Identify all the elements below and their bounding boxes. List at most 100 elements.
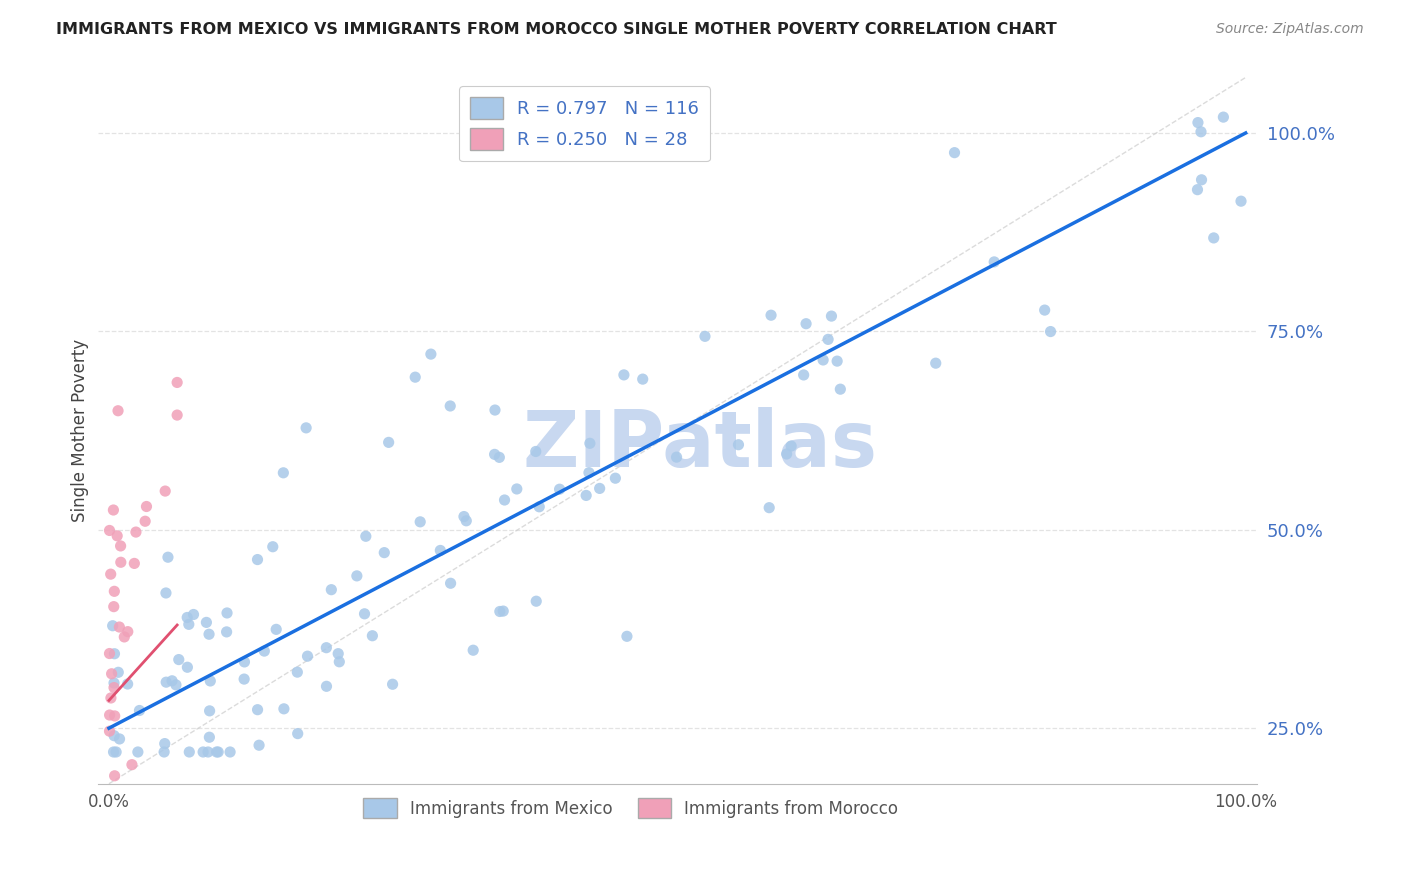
Point — [529, 500, 551, 514]
Point — [165, 678, 187, 692]
Point — [817, 332, 839, 346]
Point — [295, 421, 318, 435]
Point — [361, 629, 384, 643]
Point — [373, 546, 395, 560]
Point — [492, 604, 515, 618]
Point — [794, 317, 817, 331]
Point — [328, 647, 350, 661]
Point — [183, 607, 205, 622]
Point — [198, 627, 221, 641]
Point — [453, 509, 475, 524]
Point — [463, 643, 485, 657]
Point — [160, 673, 183, 688]
Point — [1230, 194, 1253, 209]
Point — [578, 466, 600, 480]
Point — [117, 677, 139, 691]
Point — [253, 644, 276, 658]
Point — [297, 649, 319, 664]
Point — [215, 606, 238, 620]
Point — [103, 647, 125, 661]
Point — [727, 438, 749, 452]
Point — [665, 450, 688, 464]
Point — [631, 372, 654, 386]
Point — [328, 655, 350, 669]
Point — [247, 738, 270, 752]
Point — [321, 582, 343, 597]
Point — [287, 726, 309, 740]
Point — [409, 515, 432, 529]
Point — [103, 729, 125, 743]
Point — [195, 615, 218, 630]
Point — [489, 605, 512, 619]
Point — [524, 444, 547, 458]
Point — [943, 145, 966, 160]
Point — [207, 745, 229, 759]
Point — [1189, 125, 1212, 139]
Point — [246, 552, 269, 566]
Point — [166, 408, 188, 422]
Point — [1187, 115, 1209, 129]
Point — [1191, 173, 1213, 187]
Point — [273, 466, 295, 480]
Point — [103, 503, 125, 517]
Point — [246, 703, 269, 717]
Point — [103, 681, 125, 695]
Point — [811, 353, 834, 368]
Point — [112, 630, 135, 644]
Point — [429, 543, 451, 558]
Point — [215, 624, 238, 639]
Point — [198, 704, 221, 718]
Point — [98, 524, 121, 538]
Point — [315, 679, 337, 693]
Point — [1202, 231, 1225, 245]
Point — [100, 666, 122, 681]
Point — [176, 660, 198, 674]
Point — [484, 447, 506, 461]
Point — [98, 647, 121, 661]
Point — [103, 584, 125, 599]
Point — [353, 607, 375, 621]
Point — [758, 500, 780, 515]
Point — [128, 704, 150, 718]
Point — [117, 624, 139, 639]
Point — [439, 399, 461, 413]
Point — [155, 675, 177, 690]
Point — [155, 586, 177, 600]
Point — [156, 550, 179, 565]
Point — [103, 599, 125, 614]
Point — [100, 690, 122, 705]
Legend: Immigrants from Mexico, Immigrants from Morocco: Immigrants from Mexico, Immigrants from … — [357, 791, 905, 825]
Point — [1187, 183, 1209, 197]
Text: IMMIGRANTS FROM MEXICO VS IMMIGRANTS FROM MOROCCO SINGLE MOTHER POVERTY CORRELAT: IMMIGRANTS FROM MEXICO VS IMMIGRANTS FRO… — [56, 22, 1057, 37]
Point — [524, 594, 547, 608]
Point — [1033, 303, 1056, 318]
Y-axis label: Single Mother Poverty: Single Mother Poverty — [72, 339, 89, 522]
Point — [135, 500, 157, 514]
Point — [205, 745, 228, 759]
Point — [198, 730, 221, 744]
Point — [219, 745, 242, 759]
Point — [1212, 110, 1234, 124]
Point — [693, 329, 716, 343]
Point — [820, 309, 842, 323]
Point — [98, 724, 121, 739]
Point — [100, 567, 122, 582]
Point — [103, 745, 125, 759]
Point — [775, 447, 797, 461]
Point — [456, 514, 478, 528]
Point — [197, 745, 219, 759]
Point — [107, 665, 129, 680]
Point — [262, 540, 284, 554]
Point — [134, 514, 156, 528]
Point — [484, 403, 506, 417]
Point — [167, 652, 190, 666]
Point — [506, 482, 529, 496]
Point — [125, 524, 148, 539]
Point — [107, 403, 129, 417]
Point — [191, 745, 214, 759]
Point — [121, 757, 143, 772]
Point — [98, 708, 121, 723]
Point — [346, 569, 368, 583]
Text: Source: ZipAtlas.com: Source: ZipAtlas.com — [1216, 22, 1364, 37]
Point — [176, 610, 198, 624]
